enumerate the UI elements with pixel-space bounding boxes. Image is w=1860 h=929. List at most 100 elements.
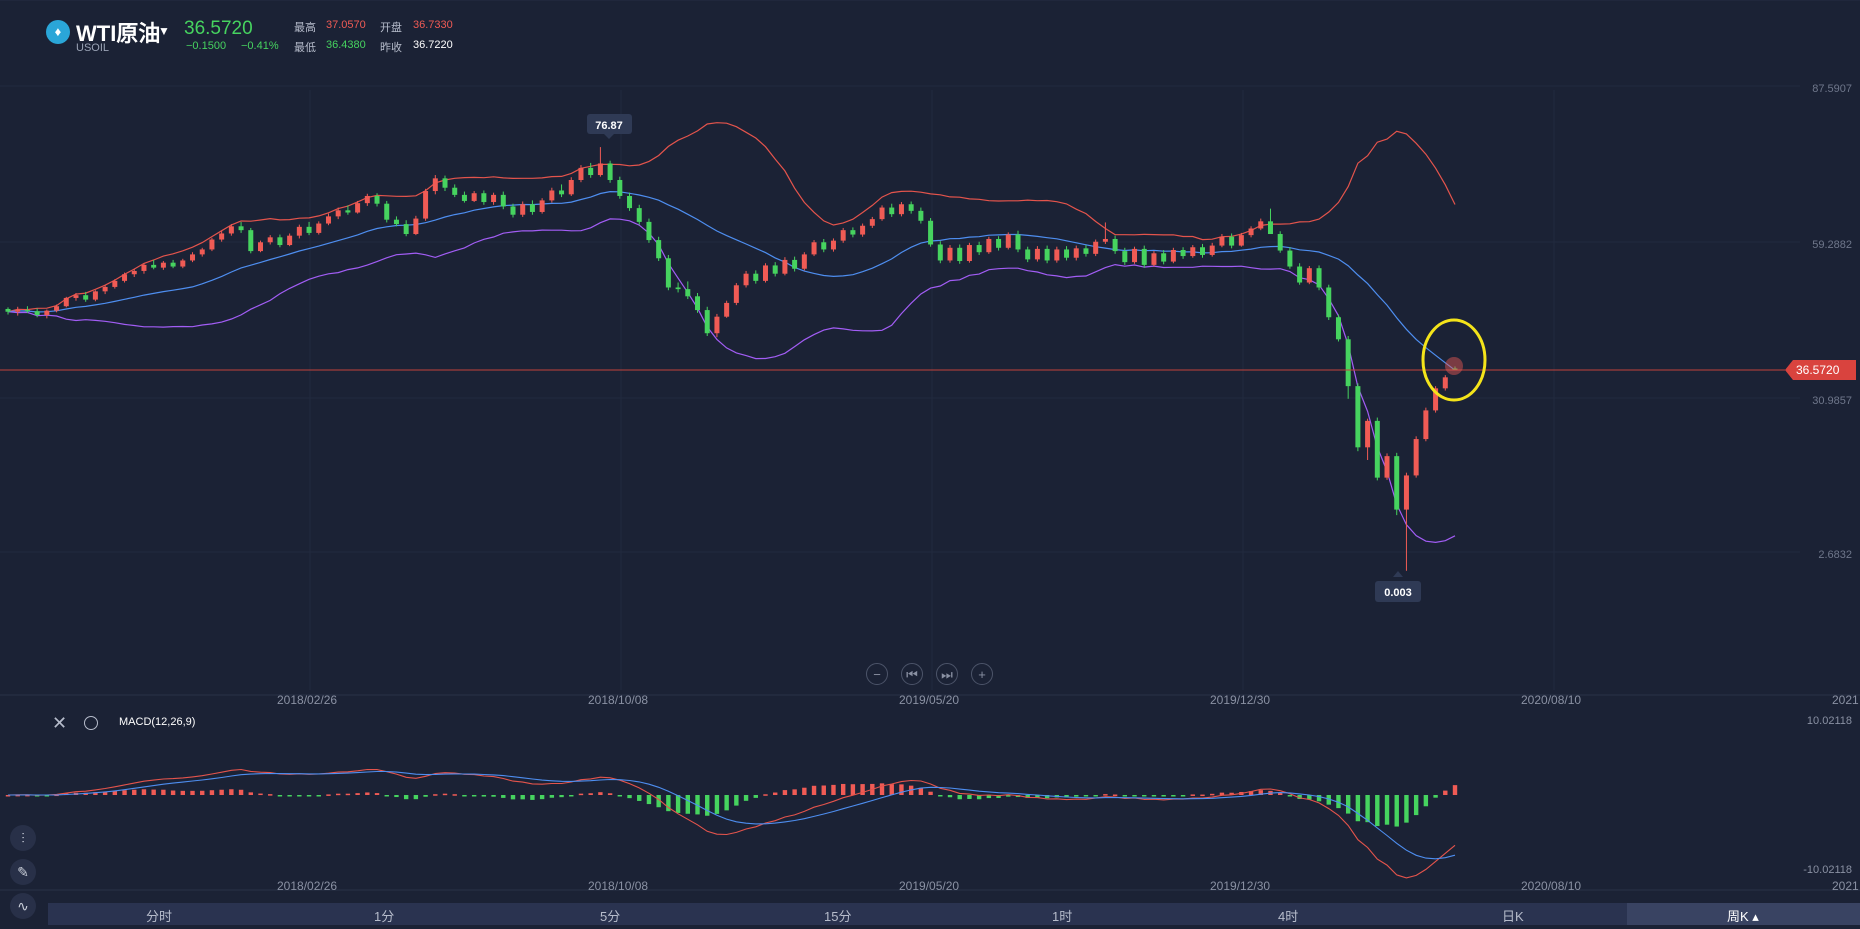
candle (442, 175, 448, 192)
macd-bar (15, 794, 20, 797)
macd-bar (1229, 792, 1234, 795)
candle-body (403, 224, 409, 235)
candle-body (219, 233, 225, 240)
candle (568, 177, 574, 196)
symbol-name[interactable]: WTI原油 (76, 21, 161, 46)
candle (296, 224, 302, 239)
candle (1365, 418, 1371, 461)
candle-body (539, 200, 545, 212)
macd-bar (1180, 795, 1186, 797)
zoom-out-button[interactable]: − (866, 663, 888, 685)
candle (209, 237, 215, 252)
macd-dif-line (7, 768, 1456, 879)
candle (1073, 245, 1079, 261)
candle-body (801, 254, 807, 269)
candle-body (1219, 236, 1225, 246)
candle (1151, 251, 1157, 267)
candle (355, 200, 361, 214)
macd-bar (607, 793, 613, 795)
candle (1229, 233, 1235, 249)
x-axis-label: 2021 (1832, 693, 1859, 707)
candle (1335, 314, 1341, 342)
macd-bar (996, 795, 1001, 798)
zoom-in-button[interactable]: + (971, 663, 993, 685)
candle (743, 270, 749, 288)
candle (15, 306, 21, 316)
candle (92, 290, 98, 302)
candle (1005, 232, 1011, 250)
period-tab[interactable]: 1时 (1052, 909, 1073, 924)
candle-body (782, 259, 788, 274)
candle-body (131, 270, 137, 275)
close-icon[interactable]: ✕ (52, 713, 68, 733)
candle-body (1345, 339, 1351, 387)
macd-bar (724, 795, 729, 811)
lower-band-line (7, 218, 1456, 544)
candle (1316, 265, 1322, 291)
macd-x-axis-label: 2020/08/10 (1521, 879, 1581, 893)
candle (529, 200, 535, 215)
candle-body (287, 235, 293, 246)
macd-bar (248, 792, 253, 795)
macd-bar (675, 795, 681, 813)
macd-bar (462, 795, 467, 797)
candle-body (199, 249, 205, 255)
period-tab[interactable]: 1分 (374, 909, 395, 924)
candle (1345, 335, 1351, 399)
macd-bar (1404, 795, 1409, 823)
macd-bar (355, 793, 360, 795)
candle (821, 238, 827, 253)
macd-bar (365, 792, 370, 795)
indicator-icon[interactable]: ⫶ (10, 825, 36, 851)
period-tab-active[interactable]: 周K ▴ (1727, 909, 1759, 924)
candle-body (986, 238, 992, 253)
candle-body (1277, 234, 1283, 251)
candle-body (1180, 249, 1186, 257)
pencil-icon[interactable]: ✎ (10, 859, 36, 885)
chart-icon[interactable]: ∿ (10, 893, 36, 919)
highlight-circle (1421, 318, 1487, 402)
macd-bar (1122, 795, 1128, 797)
macd-bar (598, 792, 603, 795)
candle-body (821, 242, 827, 250)
svg-text:0.003: 0.003 (1384, 587, 1412, 599)
candle-body (54, 306, 60, 311)
candle (403, 220, 409, 237)
candle-body (325, 216, 331, 224)
candle (986, 236, 992, 254)
macd-bar (34, 795, 40, 797)
candle (1248, 226, 1254, 238)
macd-bar (899, 784, 904, 795)
symbol-dropdown-icon[interactable]: ▼ (158, 24, 170, 38)
scroll-start-button[interactable]: ⏮ (901, 663, 923, 685)
macd-bar (170, 790, 176, 795)
gear-icon[interactable] (84, 716, 98, 730)
middle-band-line (7, 190, 1456, 371)
period-tab[interactable]: 4时 (1278, 909, 1299, 924)
candle (34, 308, 40, 318)
candle-body (568, 179, 574, 195)
macd-histogram (5, 783, 1458, 827)
candle (1122, 247, 1128, 265)
open-label: 开盘 (380, 22, 402, 34)
candle (160, 261, 166, 270)
macd-bar (491, 795, 496, 797)
candle-body (1433, 388, 1439, 411)
candle-body (704, 310, 710, 334)
period-tab[interactable]: 15分 (824, 909, 852, 924)
candle (54, 304, 60, 313)
candle-body (277, 237, 283, 246)
scroll-end-button[interactable]: ⏭ (936, 663, 958, 685)
candle (151, 259, 157, 270)
candle (83, 291, 89, 302)
candle-body (345, 210, 351, 213)
candle-body (1316, 268, 1322, 288)
period-tab[interactable]: 5分 (600, 909, 621, 924)
candle (675, 282, 681, 293)
candle-body (850, 230, 856, 235)
candle-body (762, 265, 768, 281)
period-tab[interactable]: 分时 (146, 909, 173, 924)
period-tab[interactable]: 日K (1502, 909, 1524, 924)
macd-bar (297, 795, 302, 797)
